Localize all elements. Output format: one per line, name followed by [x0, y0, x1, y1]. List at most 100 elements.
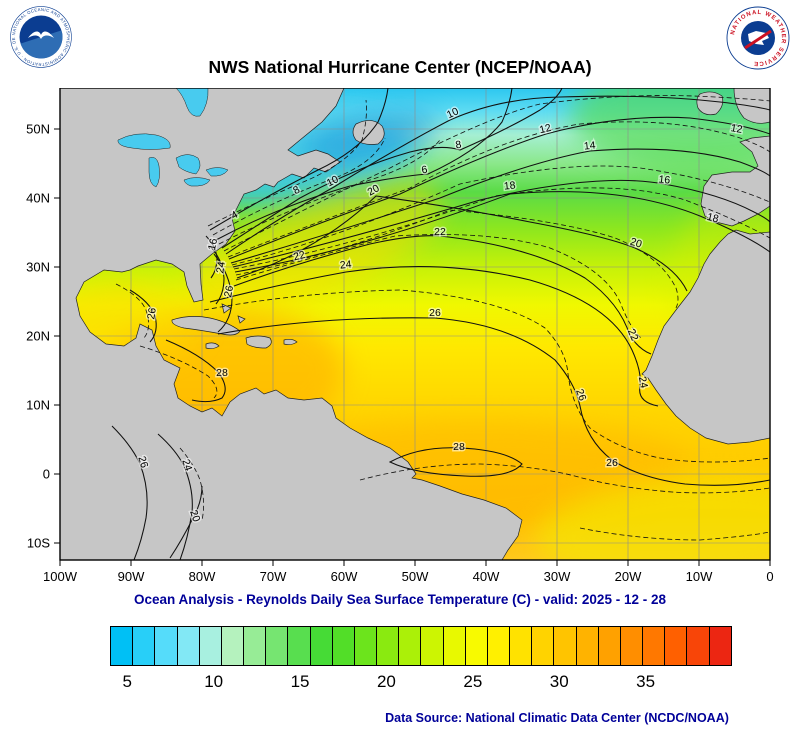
- colorbar-cell: [332, 627, 355, 665]
- land-mass: [205, 342, 220, 350]
- lon-label: 60W: [331, 569, 358, 584]
- land-mass: [641, 229, 770, 445]
- colorbar-cell: [532, 627, 555, 665]
- contour-label: 16: [206, 237, 220, 251]
- colorbar-tick-label: 25: [463, 672, 483, 691]
- colorbar-cell: [576, 627, 599, 665]
- colorbar-cell: [133, 627, 156, 665]
- contour-line: [165, 339, 226, 403]
- contour-line: [221, 88, 563, 249]
- colorbar-cell: [687, 627, 710, 665]
- lake: [205, 167, 229, 177]
- colorbar: 5 10 15 20 25 30 35: [110, 626, 732, 698]
- contour-line: [209, 245, 225, 305]
- colorbar-cell: [620, 627, 644, 665]
- contour-line: [111, 425, 148, 560]
- colorbar-cell: [510, 627, 533, 665]
- contour-line-dashed: [179, 447, 204, 521]
- contour-line-dashed: [227, 121, 770, 258]
- contour-line-dashed: [235, 209, 679, 309]
- contour-line: [213, 253, 233, 333]
- contour-label: 28: [453, 441, 465, 453]
- contour-label: 22: [292, 249, 306, 264]
- colorbar-cell: [421, 627, 444, 665]
- lat-label: 50N: [26, 122, 50, 137]
- contour-line: [228, 116, 770, 260]
- lon-label: 50W: [402, 569, 429, 584]
- colorbar-cell: [377, 627, 400, 665]
- land-mass: [733, 88, 770, 124]
- analysis-caption: Ocean Analysis - Reynolds Daily Sea Surf…: [134, 592, 666, 607]
- colorbar-cell: [354, 627, 378, 665]
- land-mass: [700, 135, 770, 227]
- noaa-logo: NATIONAL OCEANIC AND ATMOSPHERIC ADMINIS…: [10, 6, 72, 73]
- lon-label: 40W: [473, 569, 500, 584]
- contour-line: [233, 235, 652, 355]
- colorbar-cell: [487, 627, 511, 665]
- contour-line: [209, 266, 659, 407]
- colorbar-cell: [111, 627, 134, 665]
- contour-line: [209, 88, 389, 231]
- colorbar-tick-label: 35: [636, 672, 656, 691]
- colorbar-cell: [199, 627, 222, 665]
- contour-line: [129, 289, 157, 343]
- colorbar-cell: [288, 627, 311, 665]
- land-mass: [171, 316, 241, 336]
- lat-label: 0: [43, 467, 50, 482]
- contour-line: [236, 195, 688, 292]
- lon-label: 80W: [189, 569, 216, 584]
- colorbar-cell: [643, 627, 666, 665]
- colorbar-cell: [465, 627, 488, 665]
- land-mass: [352, 120, 385, 145]
- nws-logo-svg: NATIONAL WEATHER SERVICE: [726, 6, 790, 70]
- lat-label: 10N: [26, 398, 50, 413]
- lon-label: 10W: [686, 569, 713, 584]
- nws-logo: NATIONAL WEATHER SERVICE: [726, 6, 790, 75]
- data-source-text: Data Source: National Climatic Data Cent…: [385, 711, 729, 725]
- lake: [183, 177, 211, 187]
- colorbar-tick-label: 10: [204, 672, 224, 691]
- contour-line-dashed: [223, 95, 770, 252]
- contour-line: [234, 191, 770, 273]
- contour-label: 18: [503, 179, 516, 192]
- contour-line: [217, 317, 770, 486]
- sst-overlay: [535, 477, 770, 560]
- lat-label: 20N: [26, 329, 50, 344]
- contour-line-dashed: [207, 99, 367, 227]
- contour-line: [225, 95, 770, 255]
- contour-line: [388, 447, 523, 477]
- contour-label: 24: [339, 258, 352, 271]
- seagull-icon: [28, 31, 54, 39]
- colorbar-tick-label: 30: [549, 672, 569, 691]
- contour-line-dashed: [579, 527, 770, 541]
- contour-label: 26: [145, 307, 159, 320]
- contour-line: [169, 485, 203, 559]
- lake: [175, 154, 201, 175]
- contour-line-dashed: [231, 165, 770, 266]
- contour-line-dashed: [235, 234, 642, 339]
- lon-label: 20W: [615, 569, 642, 584]
- noaa-logo-lower-half: [20, 30, 63, 59]
- colorbar-cell: [665, 627, 688, 665]
- contour-line-dashed: [359, 463, 770, 494]
- land-mass: [245, 335, 272, 349]
- contour-label: 26: [606, 457, 618, 469]
- colorbar-cell: [155, 627, 178, 665]
- noaa-logo-svg: NATIONAL OCEANIC AND ATMOSPHERIC ADMINIS…: [10, 6, 72, 68]
- colorbar-cell: [399, 627, 422, 665]
- colorbar-cell: [177, 627, 200, 665]
- contour-label: 8: [455, 139, 463, 152]
- colorbar-tick-label: 20: [376, 672, 396, 691]
- colorbar-cell: [554, 627, 577, 665]
- contour-label: 24: [214, 261, 228, 275]
- contour-label: 14: [583, 139, 596, 152]
- colorbar-cell: [266, 627, 289, 665]
- colorbar-cell: [598, 627, 621, 665]
- lat-label: 30N: [26, 260, 50, 275]
- colorbar-cell: [221, 627, 245, 665]
- weather-front-icon: [744, 29, 772, 50]
- contour-line-dashed: [212, 137, 386, 236]
